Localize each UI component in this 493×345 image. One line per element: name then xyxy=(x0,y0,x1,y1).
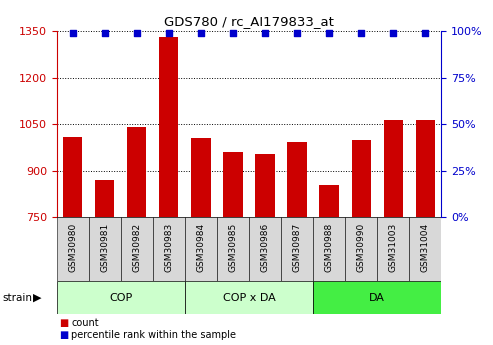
Bar xyxy=(89,217,121,281)
Bar xyxy=(191,138,211,217)
Text: COP x DA: COP x DA xyxy=(223,293,275,303)
Bar xyxy=(255,154,275,217)
Bar xyxy=(319,185,339,217)
Point xyxy=(261,30,269,36)
Bar xyxy=(57,217,89,281)
Text: GSM30981: GSM30981 xyxy=(100,223,109,272)
Text: GSM31003: GSM31003 xyxy=(388,223,398,272)
Point xyxy=(165,30,173,36)
Bar xyxy=(345,217,377,281)
Text: GSM30990: GSM30990 xyxy=(356,223,366,272)
Point xyxy=(293,30,301,36)
Text: GSM30986: GSM30986 xyxy=(260,223,270,272)
Bar xyxy=(153,217,185,281)
Bar xyxy=(313,217,345,281)
Text: count: count xyxy=(71,318,99,328)
Bar xyxy=(121,217,153,281)
Point xyxy=(229,30,237,36)
Bar xyxy=(95,180,114,217)
Bar xyxy=(409,217,441,281)
Bar xyxy=(287,142,307,217)
Bar xyxy=(57,281,185,314)
Point xyxy=(421,30,429,36)
Bar xyxy=(313,281,441,314)
Bar xyxy=(223,152,243,217)
Text: GSM31004: GSM31004 xyxy=(421,223,430,272)
Text: ▶: ▶ xyxy=(33,293,41,303)
Text: COP: COP xyxy=(109,293,133,303)
Text: percentile rank within the sample: percentile rank within the sample xyxy=(71,330,237,340)
Text: GSM30987: GSM30987 xyxy=(292,223,302,272)
Text: GSM30980: GSM30980 xyxy=(68,223,77,272)
Text: GSM30985: GSM30985 xyxy=(228,223,238,272)
Text: ■: ■ xyxy=(59,318,69,328)
Point xyxy=(133,30,141,36)
Bar xyxy=(127,127,146,217)
Text: GSM30983: GSM30983 xyxy=(164,223,174,272)
Point xyxy=(101,30,108,36)
Bar xyxy=(217,217,249,281)
Bar xyxy=(377,217,409,281)
Text: ■: ■ xyxy=(59,330,69,340)
Point xyxy=(389,30,397,36)
Bar xyxy=(63,137,82,217)
Bar xyxy=(249,217,281,281)
Bar xyxy=(281,217,313,281)
Bar xyxy=(352,140,371,217)
Text: DA: DA xyxy=(369,293,385,303)
Text: GSM30984: GSM30984 xyxy=(196,223,206,272)
Bar xyxy=(416,120,435,217)
Bar xyxy=(185,217,217,281)
Point xyxy=(357,30,365,36)
Bar xyxy=(384,120,403,217)
Point xyxy=(325,30,333,36)
Text: strain: strain xyxy=(2,293,33,303)
Bar xyxy=(185,281,313,314)
Text: GSM30982: GSM30982 xyxy=(132,223,141,272)
Bar xyxy=(159,37,178,217)
Point xyxy=(197,30,205,36)
Title: GDS780 / rc_AI179833_at: GDS780 / rc_AI179833_at xyxy=(164,16,334,29)
Text: GSM30988: GSM30988 xyxy=(324,223,334,272)
Point xyxy=(69,30,77,36)
